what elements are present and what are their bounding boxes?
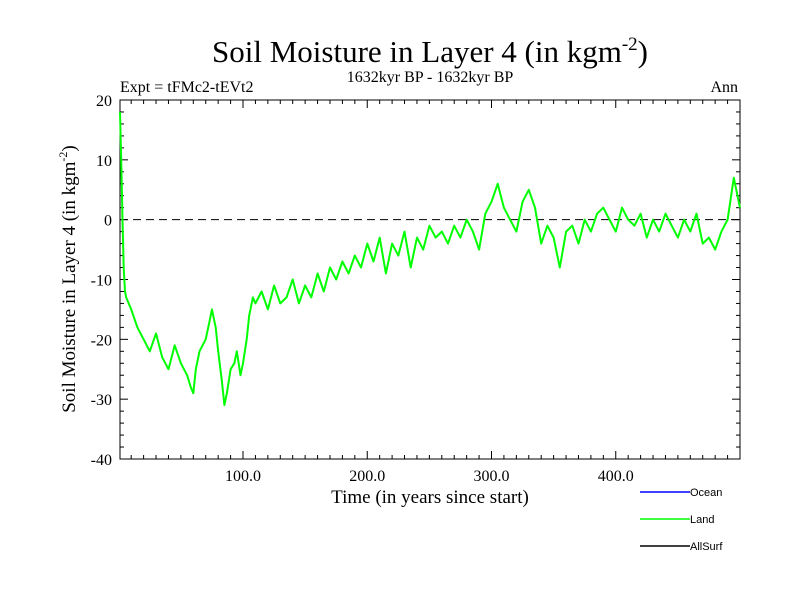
x-tick-label: 200.0 — [349, 468, 385, 485]
chart-title-close: ) — [638, 34, 648, 69]
legend-label-ocean: Ocean — [690, 487, 722, 499]
legend: Ocean Land AllSurf — [640, 487, 723, 553]
x-axis-label: Time (in years since start) — [331, 487, 529, 508]
y-tick-label: 10 — [96, 153, 112, 170]
y-tick-label: 0 — [104, 213, 112, 230]
subtitle-season: Ann — [710, 79, 738, 96]
x-tick-label: 400.0 — [598, 468, 634, 485]
y-tick-label: -30 — [91, 392, 112, 409]
plot-frame — [119, 99, 741, 460]
subtitle-experiment: Expt = tFMc2-tEVt2 — [120, 79, 253, 96]
chart-title-main: Soil Moisture in Layer 4 (in kgm — [212, 34, 622, 69]
axis-tick-labels: 20 10 0 -10 -20 -30 -40 100.0 200.0 300.0 400.0 — [91, 93, 634, 485]
x-tick-label: 300.0 — [474, 468, 510, 485]
chart-title-sup: -2 — [622, 34, 638, 55]
legend-label-land: Land — [690, 514, 714, 526]
y-axis-label-close: ) — [59, 145, 80, 151]
y-axis-label-sup: -2 — [56, 152, 70, 162]
y-tick-label: -10 — [91, 273, 112, 290]
x-tick-label: 100.0 — [225, 468, 261, 485]
legend-label-allsurf: AllSurf — [690, 541, 723, 553]
subtitle-period: 1632kyr BP - 1632kyr BP — [347, 69, 514, 86]
axis-ticks — [120, 99, 741, 460]
chart-title: Soil Moisture in Layer 4 (in kgm-2) — [212, 34, 648, 69]
y-axis-label: Soil Moisture in Layer 4 (in kgm-2) — [56, 145, 80, 413]
y-axis-label-main: Soil Moisture in Layer 4 (in kgm — [59, 161, 80, 412]
y-tick-label: -40 — [91, 452, 112, 469]
y-tick-label: -20 — [91, 332, 112, 349]
series-line-land — [119, 111, 741, 407]
y-tick-label: 20 — [96, 93, 112, 110]
